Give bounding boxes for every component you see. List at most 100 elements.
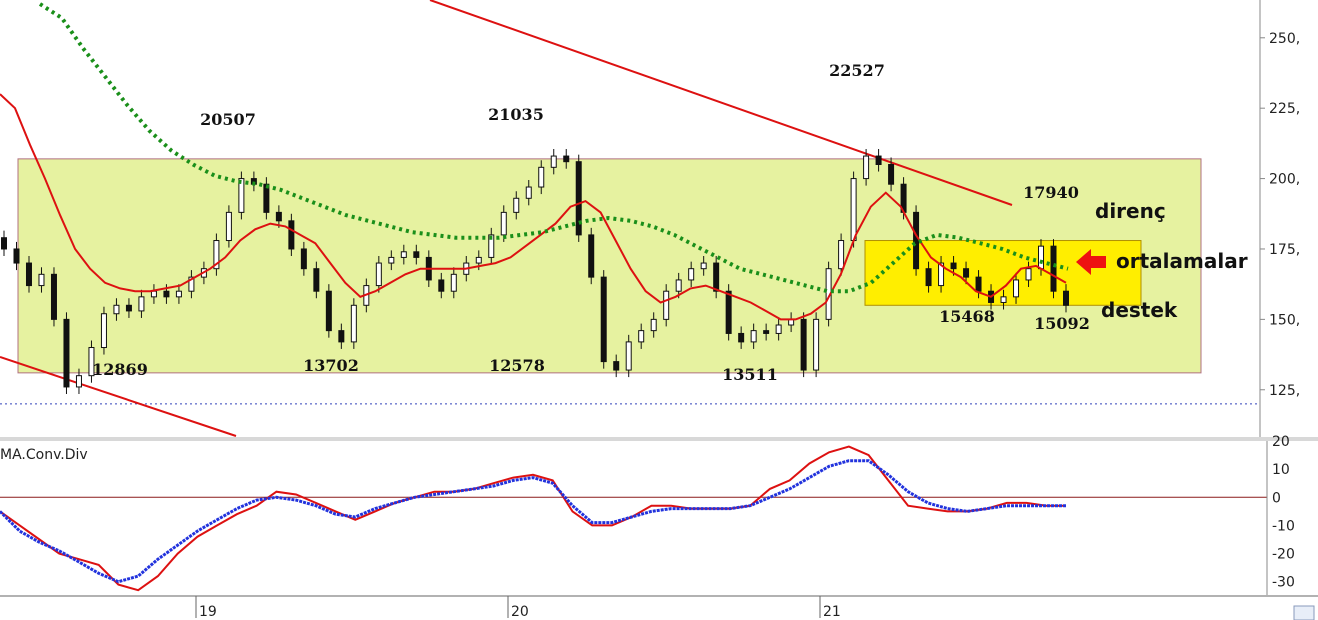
candle-body bbox=[650, 318, 657, 332]
candle-body bbox=[88, 347, 95, 377]
candle-body bbox=[450, 273, 457, 292]
macd-red-line bbox=[0, 445, 1066, 592]
candle-body bbox=[950, 262, 957, 270]
candle-body bbox=[338, 330, 345, 343]
macd-axis-ticks: 20 10 0 -10 -20 -30 bbox=[1272, 434, 1295, 591]
candle-body bbox=[963, 268, 970, 278]
candle bbox=[588, 227, 595, 285]
candle bbox=[538, 160, 545, 195]
candle-body bbox=[525, 186, 532, 199]
candle-body bbox=[1000, 296, 1007, 303]
candle bbox=[313, 261, 320, 299]
candle bbox=[75, 368, 82, 394]
candle bbox=[413, 244, 420, 265]
candle-body bbox=[1, 237, 7, 250]
candle bbox=[913, 205, 920, 276]
candle bbox=[113, 298, 120, 321]
annotation-low-15468: 15468 bbox=[939, 307, 995, 326]
macd-tick-label: -10 bbox=[1272, 518, 1295, 534]
candle bbox=[188, 270, 195, 299]
candle-body bbox=[1038, 245, 1045, 270]
price-panel: 20507 21035 22527 17940 12869 13702 1257… bbox=[0, 0, 1300, 438]
candle-body bbox=[50, 273, 57, 320]
candle bbox=[50, 267, 57, 327]
candle bbox=[388, 250, 395, 271]
candle bbox=[375, 256, 382, 293]
candle bbox=[875, 149, 882, 172]
candle-body bbox=[750, 330, 757, 343]
candle bbox=[338, 323, 345, 349]
candle-body bbox=[300, 248, 307, 270]
candle-body bbox=[188, 276, 195, 292]
candle-body bbox=[688, 268, 695, 281]
candle-body bbox=[938, 262, 945, 287]
candle bbox=[350, 298, 357, 349]
candle-body bbox=[763, 330, 770, 334]
panel-separator bbox=[0, 437, 1318, 441]
moving-average-red-line bbox=[0, 93, 1067, 321]
candle bbox=[888, 157, 895, 192]
candle-body bbox=[875, 155, 882, 165]
candle bbox=[1000, 289, 1007, 310]
candle-body bbox=[175, 290, 182, 298]
candle bbox=[713, 256, 720, 299]
price-tick-label: 150, bbox=[1269, 312, 1300, 328]
candle-body bbox=[913, 211, 920, 270]
candle-body bbox=[388, 256, 395, 264]
candle bbox=[525, 179, 532, 206]
candle-body bbox=[500, 211, 507, 236]
candle-body bbox=[13, 248, 20, 264]
macd-tick-label: -20 bbox=[1272, 547, 1295, 563]
candle-body bbox=[475, 256, 482, 264]
annotation-high-22527: 22527 bbox=[829, 61, 885, 80]
date-tick-label: 21 bbox=[823, 604, 841, 620]
candle-body bbox=[1025, 268, 1032, 281]
candle-body bbox=[1050, 245, 1057, 292]
candle bbox=[550, 149, 557, 175]
candle-body bbox=[375, 262, 382, 287]
macd-tick-label: 10 bbox=[1272, 462, 1290, 478]
candle bbox=[450, 267, 457, 299]
candle bbox=[325, 284, 332, 338]
candle bbox=[813, 312, 820, 378]
candle bbox=[775, 317, 782, 341]
candle-body bbox=[550, 155, 557, 168]
candle bbox=[575, 154, 582, 242]
candle-body bbox=[625, 341, 632, 371]
candle bbox=[100, 306, 107, 355]
candle-body bbox=[438, 279, 445, 292]
corner-settings-icon[interactable] bbox=[1293, 605, 1315, 620]
candle-body bbox=[263, 183, 270, 213]
price-tick-label: 225, bbox=[1269, 101, 1300, 117]
candle bbox=[25, 256, 32, 293]
candle-body bbox=[675, 279, 682, 292]
date-axis-ticks: 19 20 21 bbox=[195, 596, 841, 620]
candle-body bbox=[725, 290, 732, 334]
candle bbox=[488, 227, 495, 265]
candle bbox=[925, 261, 932, 293]
macd-title: MA.Conv.Div bbox=[0, 447, 88, 463]
annotation-low-15092: 15092 bbox=[1034, 314, 1090, 333]
candle-body bbox=[288, 220, 295, 250]
candle-body bbox=[888, 164, 895, 185]
candle-body bbox=[100, 313, 107, 349]
candle bbox=[263, 177, 270, 220]
candle bbox=[838, 233, 845, 276]
candle-body bbox=[800, 318, 807, 371]
candle-body bbox=[588, 234, 595, 278]
label-resistance: direnç bbox=[1095, 199, 1166, 223]
candle bbox=[1050, 239, 1057, 299]
candle-body bbox=[75, 375, 82, 388]
macd-blue-line bbox=[0, 459, 1066, 584]
candle bbox=[600, 270, 607, 369]
upper-trendline bbox=[429, 0, 1013, 206]
macd-panel: MA.Conv.Div 20 10 0 -10 -20 -30 bbox=[0, 434, 1295, 595]
candle bbox=[688, 261, 695, 287]
annotation-high-17940: 17940 bbox=[1023, 183, 1079, 202]
label-averages: ortalamalar bbox=[1116, 249, 1248, 273]
candle bbox=[650, 312, 657, 338]
candle-body bbox=[1063, 290, 1069, 306]
macd-tick-label: 0 bbox=[1272, 490, 1281, 506]
price-tick-label: 175, bbox=[1269, 242, 1300, 258]
